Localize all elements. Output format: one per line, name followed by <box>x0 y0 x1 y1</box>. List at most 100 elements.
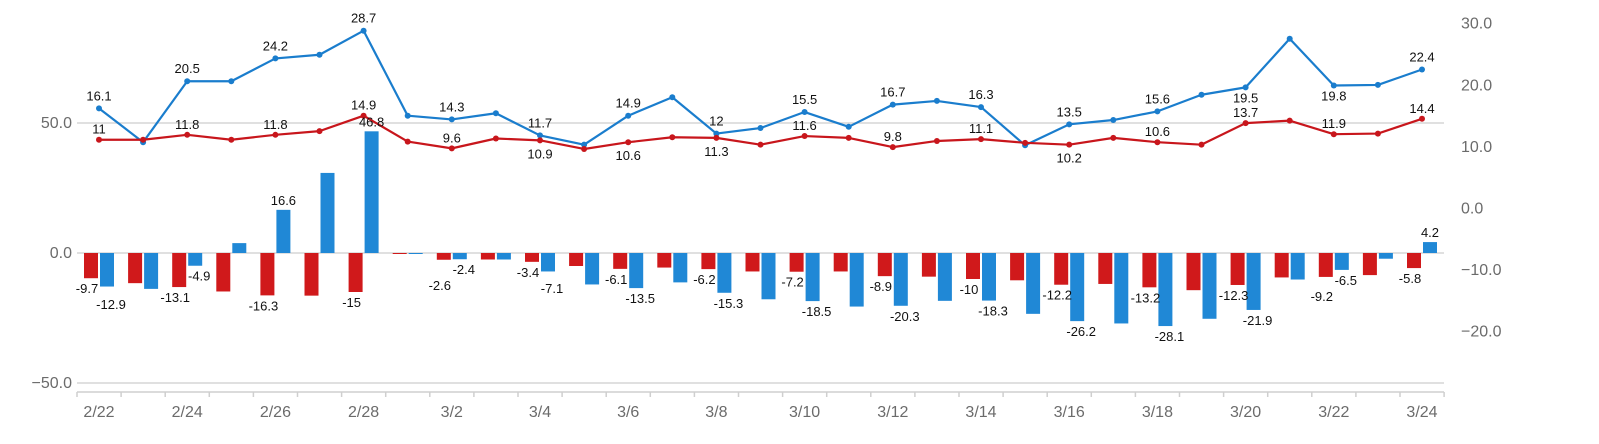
red-line-point <box>1154 139 1161 146</box>
bars <box>84 131 1437 327</box>
blue-bar <box>320 172 335 253</box>
blue-line-point <box>404 112 411 119</box>
blue-line-label: 19.8 <box>1321 89 1346 104</box>
red-bar <box>1274 253 1289 278</box>
red-bar-label: -13.2 <box>1131 290 1161 305</box>
blue-line-label: 24.2 <box>263 38 288 53</box>
red-line-point <box>272 131 279 138</box>
x-axis-tick-label: 2/22 <box>83 404 114 421</box>
blue-bar <box>893 253 908 306</box>
blue-bar <box>761 253 776 300</box>
red-bar-label: -8.9 <box>870 279 892 294</box>
blue-line-point <box>316 51 323 58</box>
red-line-point <box>1419 115 1425 122</box>
right-axis: 30.0 20.0 10.0 0.0 −10.0 −20.0 <box>1461 16 1502 341</box>
blue-bar <box>496 253 511 260</box>
x-axis-tick-label: 3/22 <box>1318 404 1349 421</box>
blue-line-point <box>272 55 279 62</box>
blue-line-point <box>1286 35 1293 42</box>
red-bar <box>657 253 672 268</box>
blue-line-point <box>1242 84 1249 91</box>
red-bar-label: -12.3 <box>1219 288 1249 303</box>
red-line-label: 11.8 <box>263 117 287 132</box>
left-axis-tick-label: −50.0 <box>32 375 73 392</box>
red-line-point <box>228 136 235 143</box>
blue-bar <box>673 253 688 283</box>
red-bar <box>392 253 407 254</box>
red-line-label: 11.9 <box>1322 116 1346 131</box>
blue-line-label: 16.3 <box>968 87 993 102</box>
red-line-point <box>1066 141 1073 148</box>
x-axis-tick-label: 3/4 <box>529 404 551 421</box>
red-bar <box>789 253 804 272</box>
red-bar-label: -6.1 <box>605 272 627 287</box>
blue-line-label: 16.1 <box>86 88 111 103</box>
red-line-point <box>492 135 499 142</box>
blue-bar <box>1423 242 1437 253</box>
left-axis: 50.0 0.0 −50.0 <box>32 115 73 392</box>
blue-line-point <box>669 94 676 101</box>
blue-bar-label: -18.3 <box>978 304 1008 319</box>
red-bar <box>348 253 363 292</box>
red-bar-label: -13.1 <box>160 290 190 305</box>
red-bar <box>1142 253 1157 288</box>
red-line-label: 10.9 <box>527 146 552 161</box>
red-line-point <box>360 112 367 119</box>
x-axis-tick-label: 3/6 <box>617 404 639 421</box>
x-axis-tick-label: 2/24 <box>172 404 203 421</box>
red-bar <box>436 253 451 260</box>
blue-line-point <box>1198 91 1205 98</box>
left-axis-tick-label: 50.0 <box>41 115 72 132</box>
x-axis-tick-label: 3/16 <box>1054 404 1085 421</box>
blue-bar-label: -15.3 <box>714 296 744 311</box>
red-bar <box>877 253 892 277</box>
red-bar <box>1362 253 1377 276</box>
red-bar <box>966 253 980 279</box>
x-axis: 2/22 2/24 2/26 2/28 3/2 3/4 3/6 3/8 3/10 3/12 3/14… <box>76 391 1445 421</box>
blue-bar <box>1378 253 1393 259</box>
red-bar-label: -16.3 <box>249 298 279 313</box>
blue-bar-label: -13.5 <box>625 291 655 306</box>
blue-bar <box>805 253 820 302</box>
red-bar <box>613 253 628 269</box>
blue-line-point <box>1330 82 1337 89</box>
red-bar-label: -2.6 <box>429 278 451 293</box>
blue-line-point <box>889 101 896 108</box>
right-axis-tick-label: −10.0 <box>1461 262 1502 279</box>
blue-bar <box>452 253 467 260</box>
blue-bar-label: -6.5 <box>1335 273 1357 288</box>
blue-bar-label: -2.4 <box>453 262 475 277</box>
x-axis-tick-label: 3/12 <box>877 404 908 421</box>
red-line-point <box>801 133 808 140</box>
blue-bar <box>849 253 864 307</box>
red-line-point <box>1286 117 1293 124</box>
blue-bar <box>1246 253 1261 310</box>
lines <box>96 27 1425 152</box>
red-line-point <box>845 134 852 141</box>
red-line-label: 11.8 <box>175 117 199 132</box>
x-axis-tick-label: 3/24 <box>1406 404 1437 421</box>
red-bar <box>701 253 716 270</box>
red-line-point <box>404 138 411 145</box>
red-line-label: 9.6 <box>443 130 461 145</box>
x-axis-tick-label: 2/28 <box>348 404 379 421</box>
blue-line-point <box>978 104 984 111</box>
red-bar <box>84 253 98 279</box>
red-line-point <box>1198 141 1205 148</box>
red-line-point <box>1110 134 1117 141</box>
left-axis-tick-label: 0.0 <box>50 245 72 262</box>
red-bar <box>1407 253 1421 269</box>
blue-bar <box>1334 253 1349 270</box>
blue-line-label: 15.5 <box>792 92 817 107</box>
red-line-label: 11.1 <box>969 121 993 136</box>
blue-line-point <box>96 105 102 112</box>
blue-line-label: 12 <box>709 114 723 129</box>
red-line-label: 9.8 <box>884 129 902 144</box>
red-line-point <box>1374 130 1381 137</box>
blue-line-point <box>1374 81 1381 88</box>
red-line-label: 11 <box>92 122 106 137</box>
red-line-point <box>1330 131 1337 138</box>
blue-bar <box>144 253 159 289</box>
blue-bar <box>1158 253 1173 327</box>
x-axis-tick-label: 3/20 <box>1230 404 1261 421</box>
